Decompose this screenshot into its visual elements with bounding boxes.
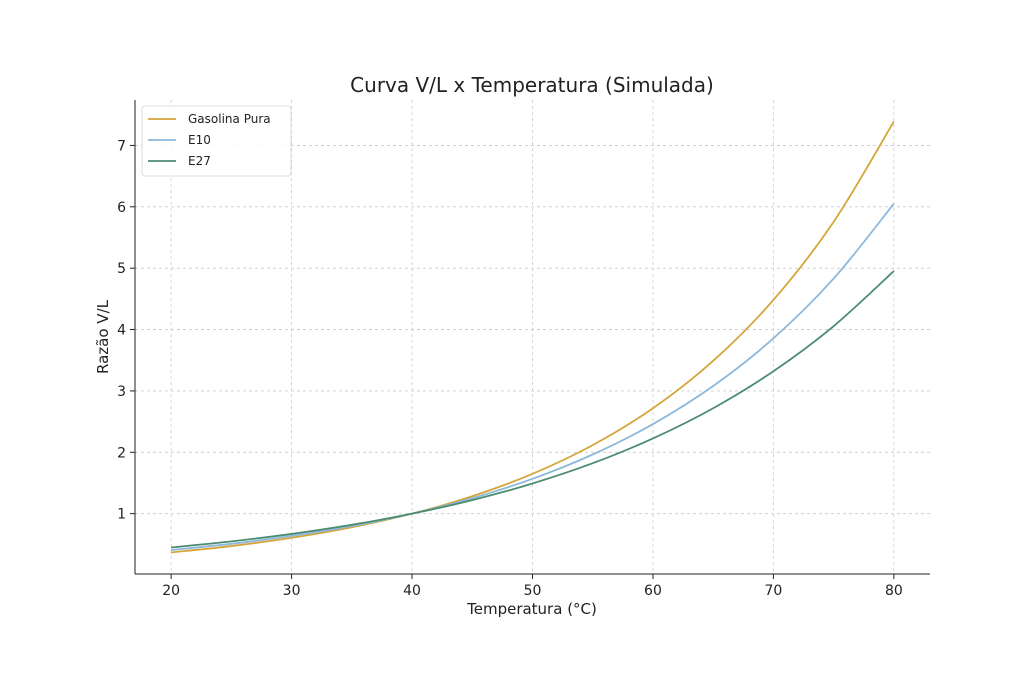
chart-title: Curva V/L x Temperatura (Simulada) <box>350 73 714 97</box>
x-tick-label: 80 <box>885 583 903 599</box>
x-tick-label: 70 <box>764 583 782 599</box>
legend: Gasolina Pura E10 E27 <box>141 105 292 177</box>
legend-label: E27 <box>188 154 211 168</box>
y-axis-label: Razão V/L <box>94 299 112 374</box>
y-tick-label: 1 <box>117 507 126 523</box>
legend-label: Gasolina Pura <box>188 112 271 126</box>
series-line-gasolina-pura <box>171 121 895 554</box>
x-tick-label: 20 <box>162 583 180 599</box>
legend-box <box>141 105 292 177</box>
series-line-e10 <box>171 203 895 551</box>
y-tick-label: 5 <box>117 261 126 277</box>
legend-label: E10 <box>188 133 211 147</box>
series-line-e27 <box>171 270 895 549</box>
y-tick-label: 3 <box>117 384 126 400</box>
series-lines <box>171 121 895 554</box>
x-axis-label: Temperatura (°C) <box>466 600 597 618</box>
y-tick-label: 7 <box>117 138 126 154</box>
x-tick-label: 30 <box>283 583 301 599</box>
x-tick-label: 60 <box>644 583 662 599</box>
y-tick-label: 2 <box>117 445 126 461</box>
y-tick-label: 6 <box>117 200 126 216</box>
axes: 20 30 40 50 60 70 80 1 2 3 4 5 6 7 <box>117 100 930 599</box>
x-tick-label: 40 <box>403 583 421 599</box>
grid <box>135 100 930 574</box>
y-tick-label: 4 <box>117 323 126 339</box>
x-tick-label: 50 <box>524 583 542 599</box>
